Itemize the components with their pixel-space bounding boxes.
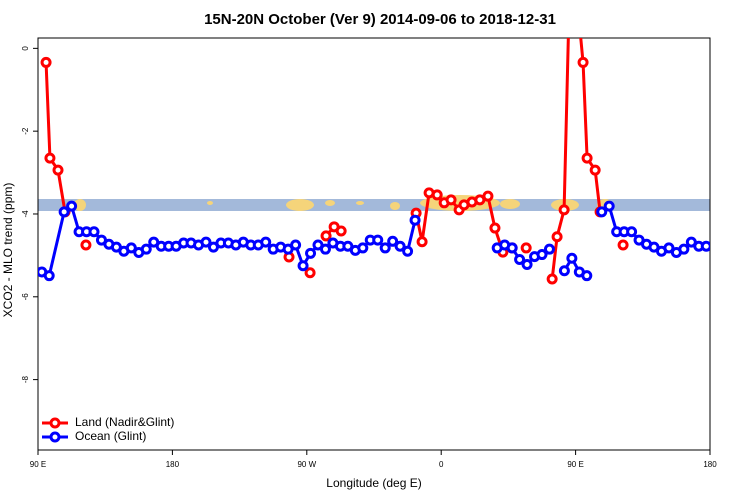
y-tick-label: -6 [21,293,30,301]
x-tick-label: 180 [703,460,717,469]
data-point [379,242,391,254]
data-point [52,164,64,176]
data-point [80,239,92,251]
data-point [402,245,414,257]
data-point [431,189,443,201]
data-point [474,194,486,206]
plot-area [38,11,710,285]
data-point [297,260,309,272]
x-axis-label: Longitude (deg E) [326,476,421,490]
data-point [58,206,70,218]
legend-label: Land (Nadir&Glint) [75,415,174,429]
data-point [88,226,100,238]
data-point [589,164,601,176]
legend-marker [49,431,61,443]
legend-marker [49,417,61,429]
x-tick-label: 90 E [30,460,46,469]
data-point [663,242,675,254]
data-point [536,249,548,261]
x-tick-label: 90 W [297,460,316,469]
data-point [514,254,526,266]
data-point [626,226,638,238]
data-point [43,270,55,282]
data-point [319,243,331,255]
data-point [581,152,593,164]
y-tick-label: -4 [21,210,30,218]
data-point [558,204,570,216]
data-point [521,258,533,270]
y-tick-label: 0 [21,46,30,51]
data-point [40,56,52,68]
data-point [372,234,384,246]
y-tick-label: -2 [21,127,30,135]
data-point [66,200,78,212]
data-point [304,267,316,279]
data-point [125,242,137,254]
data-point [617,239,629,251]
x-tick-label: 0 [439,460,444,469]
y-axis-label: XCO2 - MLO trend (ppm) [1,183,15,318]
data-point [445,194,457,206]
legend: Land (Nadir&Glint)Ocean (Glint) [42,415,174,443]
x-tick-label: 90 E [567,460,583,469]
data-point [260,236,272,248]
x-tick-label: 180 [166,460,180,469]
data-point [44,152,56,164]
data-point [482,190,494,202]
data-point [290,239,302,251]
legend-label: Ocean (Glint) [75,429,146,443]
data-point [200,236,212,248]
data-point [335,225,347,237]
data-point [575,11,583,19]
data-point [394,240,406,252]
y-tick-label: -8 [21,376,30,384]
data-point [700,240,710,252]
data-point [543,243,555,255]
data-point [551,231,563,243]
chart-title: 15N-20N October (Ver 9) 2014-09-06 to 20… [204,11,556,28]
data-point [320,230,332,242]
data-point [489,222,501,234]
data-point [520,242,532,254]
data-point [566,252,578,264]
data-point [357,242,369,254]
data-point [678,243,690,255]
series-line [44,62,67,213]
data-point [409,214,421,226]
data-point [565,11,573,19]
data-point [577,56,589,68]
data-point [603,200,615,212]
data-point [305,247,317,259]
data-point [506,242,518,254]
data-point [416,236,428,248]
data-point [140,243,152,255]
data-point [387,235,399,247]
data-point [546,273,558,285]
data-point [581,270,593,282]
data-point [558,265,570,277]
data-point [596,206,608,218]
